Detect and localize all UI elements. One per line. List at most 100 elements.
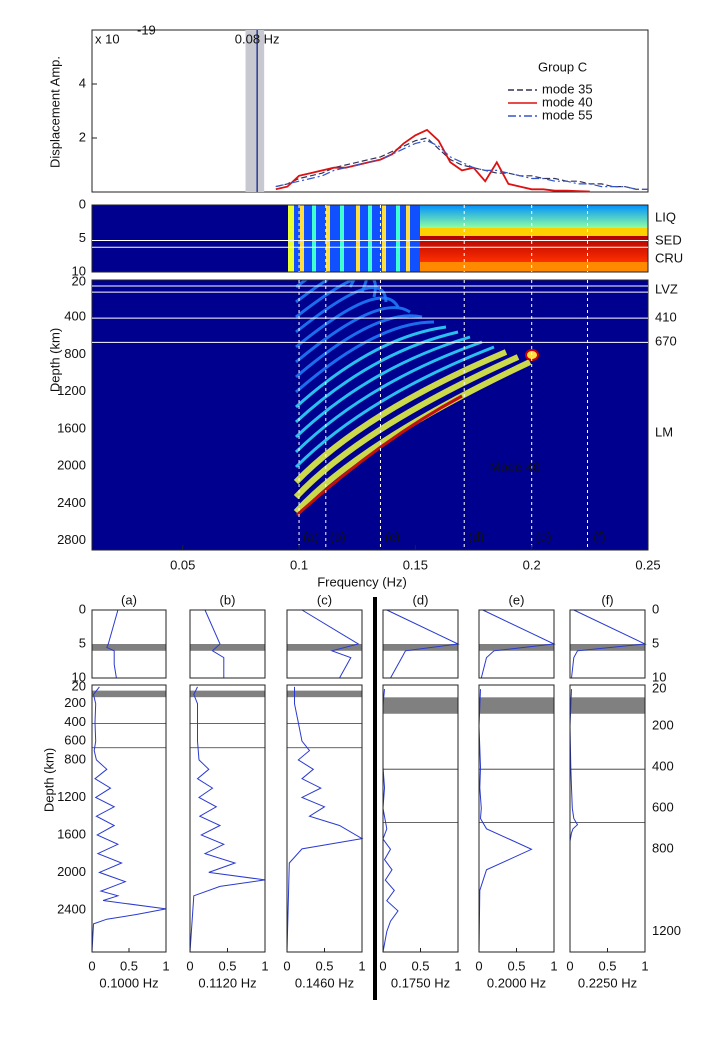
panel-frame (478, 609, 555, 679)
profile-lower (569, 689, 579, 952)
x-tick-label: 0.2 (523, 557, 541, 572)
panel-frame (382, 684, 459, 953)
lvz-band (570, 697, 645, 714)
y-axis-label: Depth (km) (41, 748, 56, 812)
layer-label: LVZ (655, 281, 678, 296)
sed-band (190, 644, 265, 651)
panel-frame (286, 684, 363, 953)
heatmap-decor (295, 320, 435, 394)
legend-title: Group C (538, 59, 587, 74)
heatmap-decor (406, 205, 410, 272)
heatmap-decor (294, 330, 459, 424)
x-tick-label: 0 (88, 958, 95, 973)
sed-band (92, 644, 166, 651)
marker-label: (f) (593, 529, 605, 544)
legend-label: mode 55 (542, 107, 593, 122)
heatmap-decor (295, 314, 423, 379)
heatmap-decor (340, 205, 344, 272)
panel-title: (d) (413, 592, 429, 607)
profile-lower (189, 686, 266, 953)
y-tick-label: 10 (652, 669, 666, 684)
profile-lower (478, 689, 533, 953)
profile-lower (382, 689, 399, 953)
profile-lower (286, 686, 364, 953)
heatmap-decor (326, 205, 330, 272)
layer-label: LM (655, 424, 673, 439)
exponent-base: x 10 (95, 31, 120, 46)
heatmap-decor (356, 205, 360, 272)
x-tick-label: 0.5 (411, 958, 429, 973)
heatmap-frame (91, 279, 649, 551)
heatmap-crust-fill (420, 236, 648, 262)
heatmap-decor (293, 280, 539, 517)
y-tick-label: 200 (64, 695, 86, 710)
x-tick-label: 1 (641, 958, 648, 973)
y-tick-label: 20 (652, 681, 666, 696)
panel-frame (91, 684, 167, 953)
profile-upper (571, 609, 647, 679)
x-tick-label: 0 (566, 958, 573, 973)
sed-band (383, 644, 458, 651)
x-tick-label: 0.5 (315, 958, 333, 973)
x-tick-label: 0.5 (218, 958, 236, 973)
profile-upper (301, 609, 360, 679)
freq-label: 0.2000 Hz (487, 975, 546, 990)
y-tick-label: 2000 (57, 864, 86, 879)
sed-band (479, 644, 554, 651)
heatmap-crust-fill (420, 205, 648, 228)
x-tick-label: 1 (454, 958, 461, 973)
annotation: Mode 40 (490, 459, 541, 474)
x-tick-label: 0.05 (170, 557, 195, 572)
profile-lower (91, 686, 167, 953)
x-tick-label: 0 (379, 958, 386, 973)
y-tick-label: 800 (64, 346, 86, 361)
heatmap-decor (396, 205, 400, 272)
y-tick-label: 2 (79, 129, 86, 144)
y-tick-label: 600 (64, 733, 86, 748)
y-tick-label: 10 (72, 263, 86, 278)
annotation: 0.08 Hz (235, 31, 280, 46)
heatmap-crust-fill (420, 228, 648, 236)
y-tick-label: 2800 (57, 532, 86, 547)
y-tick-label: 200 (652, 718, 674, 733)
heatmap-decor (294, 325, 447, 409)
heatmap-decor (295, 394, 463, 517)
y-axis-label: Depth (km) (47, 328, 62, 392)
panel-title: (e) (509, 592, 525, 607)
heatmap-decor (312, 205, 316, 272)
heatmap-decor (382, 205, 386, 272)
y-tick-label: 0 (79, 196, 86, 211)
y-tick-label: 5 (652, 635, 659, 650)
panel-title: (a) (121, 592, 137, 607)
exponent: -19 (137, 22, 156, 37)
panel-frame (189, 609, 266, 679)
panel-frame (91, 609, 167, 679)
freq-label: 0.1000 Hz (99, 975, 158, 990)
x-tick-label: 0.15 (403, 557, 428, 572)
x-tick-label: 1 (261, 958, 268, 973)
y-tick-label: 1600 (57, 826, 86, 841)
heatmap-decor (293, 359, 532, 515)
freq-label: 0.2250 Hz (578, 975, 637, 990)
heatmap-decor (295, 306, 411, 364)
marker-label: (b) (330, 529, 346, 544)
y-tick-label: 20 (72, 273, 86, 288)
series-line (275, 137, 648, 190)
y-tick-label: 1200 (57, 789, 86, 804)
heatmap-decor (368, 205, 372, 272)
x-tick-label: 0.5 (120, 958, 138, 973)
marker-label: (e) (536, 529, 552, 544)
freq-label: 0.1750 Hz (391, 975, 450, 990)
profile-upper (204, 609, 225, 678)
y-tick-label: 2400 (57, 901, 86, 916)
y-tick-label: 20 (72, 678, 86, 693)
heatmap-crust-fill (420, 262, 648, 272)
marker-label: (d) (468, 529, 484, 544)
panel-frame (569, 684, 646, 953)
top-frame (91, 29, 649, 193)
y-tick-label: 0 (79, 601, 86, 616)
panel-frame (189, 684, 266, 953)
x-tick-label: 0 (186, 958, 193, 973)
